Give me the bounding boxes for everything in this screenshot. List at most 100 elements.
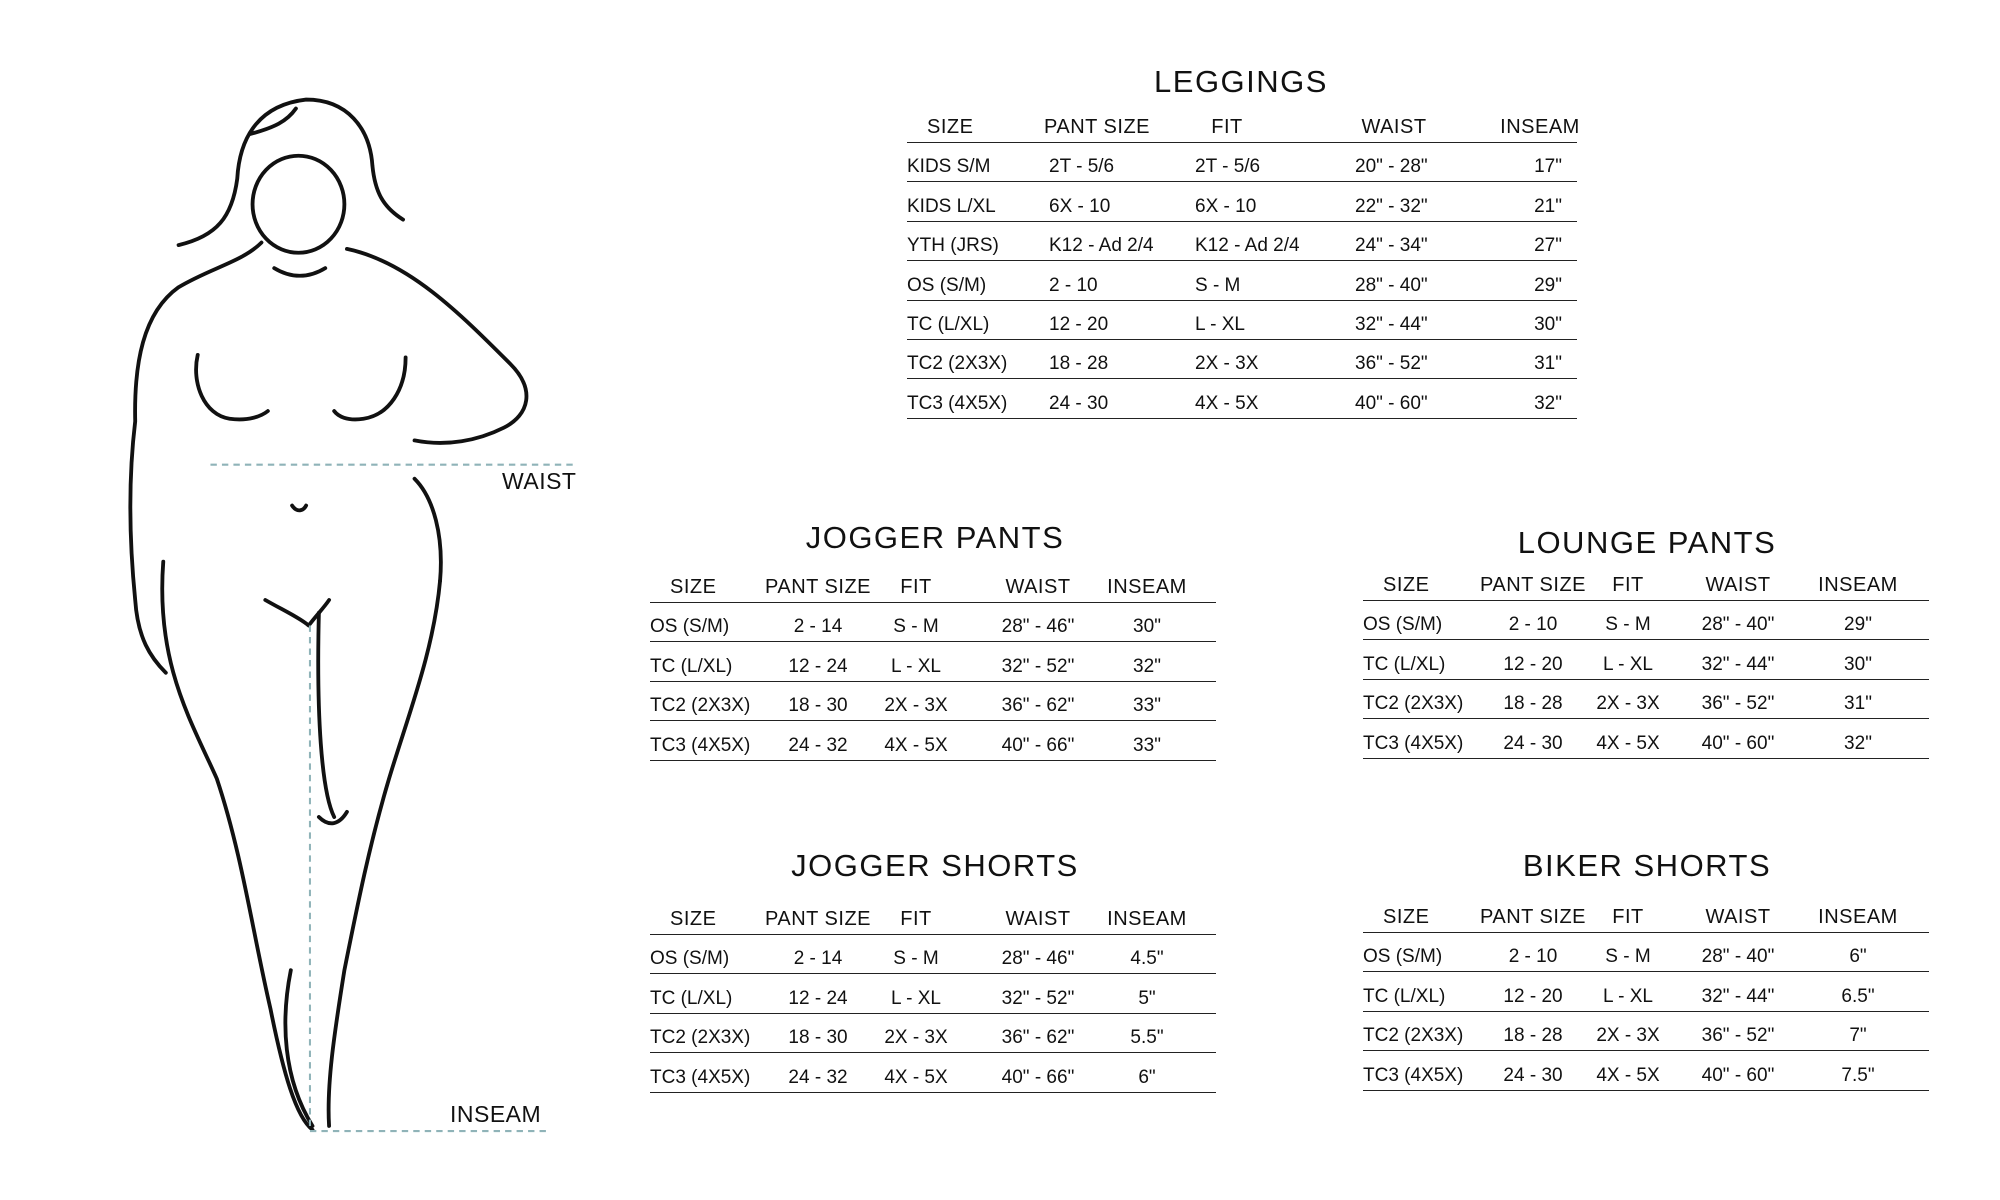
hair-fringe: [248, 106, 298, 136]
right-forearm: [412, 476, 443, 583]
table-cell: TC (L/XL): [650, 655, 733, 677]
jogger-shorts-title: JOGGER SHORTS: [791, 848, 1079, 883]
table-row: YTH (JRS) K12 - Ad 2/4 K12 - Ad 2/4 24" - 3…: [907, 222, 1577, 262]
waist-label: WAIST: [502, 468, 577, 494]
column-header-size: SIZE: [670, 576, 717, 598]
table-cell: 29": [1844, 614, 1872, 636]
table-cell: 2X - 3X: [1596, 693, 1660, 715]
measure-lines: [210, 463, 577, 1133]
column-header-inseam: INSEAM: [1107, 576, 1187, 598]
table-cell: 32": [1534, 392, 1562, 414]
table-cell: 2T - 5/6: [1049, 156, 1115, 178]
table-cell: 4.5": [1130, 948, 1164, 970]
inner-leg: [283, 610, 349, 1128]
table-cell: 32" - 52": [1001, 987, 1075, 1009]
table-cell: 5.5": [1130, 1027, 1164, 1049]
table-cell: 4X - 5X: [884, 734, 948, 756]
right-leg: [326, 578, 442, 1128]
column-header-pant-size: PANT SIZE: [1043, 116, 1151, 138]
head: [250, 153, 347, 255]
column-header-fit: FIT: [1211, 116, 1243, 138]
table-row: OS (S/M) 2 - 10 S - M 28" - 40" 6": [1363, 933, 1929, 973]
table-cell: 32": [1133, 655, 1161, 677]
table-row: TC (L/XL) 12 - 20 L - XL 32" - 44" 6.5": [1363, 972, 1929, 1012]
table-cell: 36" - 52": [1701, 693, 1775, 715]
table-cell: 2X - 3X: [1195, 353, 1259, 375]
table-cell: 33": [1133, 695, 1161, 717]
table-cell: TC (L/XL): [650, 987, 733, 1009]
table-cell: L - XL: [891, 987, 941, 1009]
column-header-size: SIZE: [1383, 574, 1430, 596]
table-cell: 2 - 14: [793, 948, 843, 970]
table-row: TC3 (4X5X) 24 - 30 4X - 5X 40" - 60" 7.5": [1363, 1051, 1929, 1091]
lounge-pants-title: LOUNGE PANTS: [1517, 525, 1777, 560]
biker-shorts-title: BIKER SHORTS: [1522, 848, 1772, 883]
table-cell: 28" - 40": [1701, 614, 1775, 636]
table-cell: TC2 (2X3X): [650, 695, 751, 717]
table-cell: 6": [1849, 946, 1867, 968]
column-header-fit: FIT: [900, 576, 932, 598]
table-cell: 28" - 46": [1001, 948, 1075, 970]
table-cell: TC3 (4X5X): [1363, 1064, 1464, 1086]
table-cell: TC (L/XL): [1363, 985, 1446, 1007]
column-header-size: SIZE: [670, 908, 717, 930]
table-cell: 2 - 14: [793, 616, 843, 638]
column-header-fit: FIT: [900, 908, 932, 930]
lounge-pants-table: SIZE PANT SIZE FIT WAIST INSEAM OS (S/M) 2 - 1…: [1363, 568, 1929, 759]
right-shoulder-arm: [345, 247, 529, 445]
table-cell: 30": [1844, 653, 1872, 675]
table-cell: TC2 (2X3X): [907, 353, 1008, 375]
table-cell: 7": [1849, 1025, 1867, 1047]
table-cell: 2T - 5/6: [1195, 156, 1261, 178]
table-cell: OS (S/M): [907, 274, 987, 296]
column-header-waist: WAIST: [1705, 906, 1771, 928]
biker-shorts-table: SIZE PANT SIZE FIT WAIST INSEAM OS (S/M) 2 - 1…: [1363, 900, 1929, 1091]
table-cell: 24 - 32: [788, 734, 848, 756]
table-cell: 32" - 52": [1001, 655, 1075, 677]
column-header-fit: FIT: [1612, 906, 1644, 928]
table-cell: KIDS S/M: [907, 156, 991, 178]
table-cell: 31": [1534, 353, 1562, 375]
table-cell: TC2 (2X3X): [1363, 1025, 1464, 1047]
table-cell: 12 - 24: [788, 655, 848, 677]
table-cell: L - XL: [1195, 313, 1245, 335]
table-cell: 2X - 3X: [1596, 1025, 1660, 1047]
table-cell: 4X - 5X: [884, 1066, 948, 1088]
jogger-shorts-table: SIZE PANT SIZE FIT WAIST INSEAM OS (S/M) 2 - 1…: [650, 902, 1216, 1093]
table-cell: 28" - 40": [1701, 946, 1775, 968]
table-row: TC2 (2X3X) 18 - 28 2X - 3X 36" - 52" 31": [907, 340, 1577, 380]
table-row: TC2 (2X3X) 18 - 28 2X - 3X 36" - 52" 31": [1363, 680, 1929, 720]
table-cell: KIDS L/XL: [907, 195, 996, 217]
column-header-inseam: INSEAM: [1500, 116, 1580, 138]
table-cell: L - XL: [891, 655, 941, 677]
table-cell: 22" - 32": [1355, 195, 1428, 217]
table-cell: 4X - 5X: [1596, 1064, 1660, 1086]
table-cell: 30": [1133, 616, 1161, 638]
table-cell: 2 - 10: [1049, 274, 1098, 296]
crotch: [263, 598, 331, 628]
table-row: KIDS L/XL 6X - 10 6X - 10 22" - 32" 21": [907, 182, 1577, 222]
table-cell: 36" - 52": [1701, 1025, 1775, 1047]
column-header-pant-size: PANT SIZE: [1479, 574, 1587, 596]
table-row: TC3 (4X5X) 24 - 32 4X - 5X 40" - 66" 33": [650, 721, 1216, 761]
table-cell: 12 - 24: [788, 987, 848, 1009]
leggings-table: SIZE PANT SIZE FIT WAIST INSEAM KIDS S/M 2T - …: [907, 110, 1580, 419]
table-cell: 18 - 28: [1503, 1025, 1563, 1047]
table-cell: 6": [1138, 1066, 1156, 1088]
right-breast: [332, 355, 408, 422]
table-cell: K12 - Ad 2/4: [1049, 235, 1154, 257]
table-cell: 12 - 20: [1049, 313, 1109, 335]
table-cell: 36" - 52": [1355, 353, 1428, 375]
table-row: TC3 (4X5X) 24 - 30 4X - 5X 40" - 60" 32": [907, 379, 1577, 419]
table-cell: OS (S/M): [650, 616, 730, 638]
column-header-inseam: INSEAM: [1818, 574, 1898, 596]
table-cell: 32" - 44": [1701, 985, 1775, 1007]
table-cell: TC2 (2X3X): [1363, 693, 1464, 715]
table-cell: 24 - 30: [1503, 732, 1563, 754]
table-header-row: SIZE PANT SIZE FIT WAIST INSEAM: [650, 570, 1216, 603]
hair: [176, 97, 405, 248]
table-row: TC2 (2X3X) 18 - 28 2X - 3X 36" - 52" 7": [1363, 1012, 1929, 1052]
table-cell: 6X - 10: [1195, 195, 1257, 217]
table-cell: TC (L/XL): [1363, 653, 1446, 675]
table-row: TC (L/XL) 12 - 20 L - XL 32" - 44" 30": [1363, 640, 1929, 680]
